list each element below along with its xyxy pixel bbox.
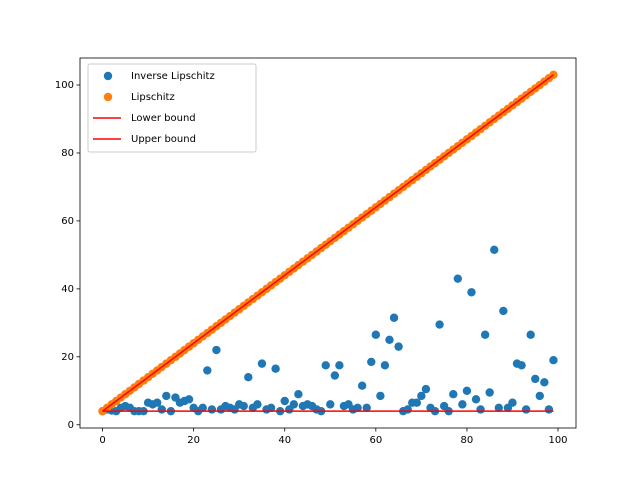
legend-box xyxy=(87,63,257,153)
scatter-point xyxy=(357,381,367,390)
scatter-point xyxy=(485,388,494,397)
y-tick-label: 80 xyxy=(61,148,74,159)
scatter-point xyxy=(535,391,544,401)
scatter-point xyxy=(494,403,503,412)
scatter-point xyxy=(499,306,508,316)
scatter-point xyxy=(412,398,422,407)
scatter-point xyxy=(294,389,303,399)
scatter-point xyxy=(367,357,376,367)
scatter-point xyxy=(321,361,330,370)
scatter-point xyxy=(380,361,390,370)
scatter-point xyxy=(362,403,371,412)
scatter-point xyxy=(531,374,540,384)
scatter-point xyxy=(335,361,344,370)
scatter-point xyxy=(184,395,194,404)
scatter-point xyxy=(467,288,476,297)
scatter-point xyxy=(458,400,467,409)
axes-frame xyxy=(79,57,577,429)
scatter-point xyxy=(153,398,162,407)
legend-marker xyxy=(103,92,113,102)
scatter-point xyxy=(389,313,399,322)
scatter-point xyxy=(521,405,531,414)
y-tick-label: 20 xyxy=(61,352,74,363)
legend-label: Inverse Lipschitz xyxy=(131,71,215,82)
scatter-point xyxy=(540,378,549,387)
legend-marker xyxy=(103,71,113,81)
scatter-point xyxy=(198,403,207,412)
legend-label: Upper bound xyxy=(131,134,196,145)
scatter-point xyxy=(289,400,299,409)
y-tick-label: 100 xyxy=(55,80,74,91)
scatter-point xyxy=(326,400,335,409)
scatter-point xyxy=(421,384,431,394)
x-tick-label: 0 xyxy=(99,435,105,446)
scatter-point xyxy=(271,364,280,373)
scatter-point xyxy=(244,373,253,382)
scatter-point xyxy=(544,405,554,414)
scatter-point xyxy=(471,395,481,404)
legend-label: Lipschitz xyxy=(131,92,175,103)
scatter-point xyxy=(480,330,490,339)
scatter-point xyxy=(212,345,221,355)
scatter-point xyxy=(462,386,472,395)
scatter-point xyxy=(280,396,289,406)
scatter-point xyxy=(435,320,444,329)
scatter-point xyxy=(490,245,499,254)
scatter-point xyxy=(417,391,426,401)
legend: Inverse Lipschitz Lipschitz Lower bound Upp… xyxy=(87,63,257,153)
scatter-point xyxy=(385,335,394,345)
scatter-point xyxy=(526,330,535,339)
scatter-point xyxy=(376,391,385,401)
y-tick-label: 60 xyxy=(61,216,74,227)
scatter-point xyxy=(239,401,248,411)
x-tick-label: 40 xyxy=(278,435,291,446)
scatter-point xyxy=(517,361,526,370)
y-tick-label: 40 xyxy=(61,284,74,295)
x-tick-label: 60 xyxy=(369,435,382,446)
x-tick-label: 100 xyxy=(548,435,567,446)
legend-label: Lower bound xyxy=(131,113,196,124)
scatter-point xyxy=(330,371,340,380)
scatter-point xyxy=(371,330,381,339)
scatter-point xyxy=(353,403,362,412)
scatter-point xyxy=(394,342,403,351)
scatter-point xyxy=(508,398,517,407)
scatter-point xyxy=(257,359,267,368)
scatter-point xyxy=(266,403,276,412)
scatter-point xyxy=(453,274,463,283)
scatter-point xyxy=(549,356,558,365)
scatter-point xyxy=(162,391,171,401)
scatter-point xyxy=(157,405,166,414)
scatter-point xyxy=(253,400,262,409)
scatter-point xyxy=(476,405,485,414)
scatter-point xyxy=(449,389,458,399)
line xyxy=(102,74,554,412)
x-tick-label: 80 xyxy=(461,435,474,446)
y-tick-label: 0 xyxy=(68,420,74,431)
scatter-point xyxy=(207,405,217,414)
scatter-point xyxy=(203,366,212,375)
x-tick-label: 20 xyxy=(187,435,200,446)
